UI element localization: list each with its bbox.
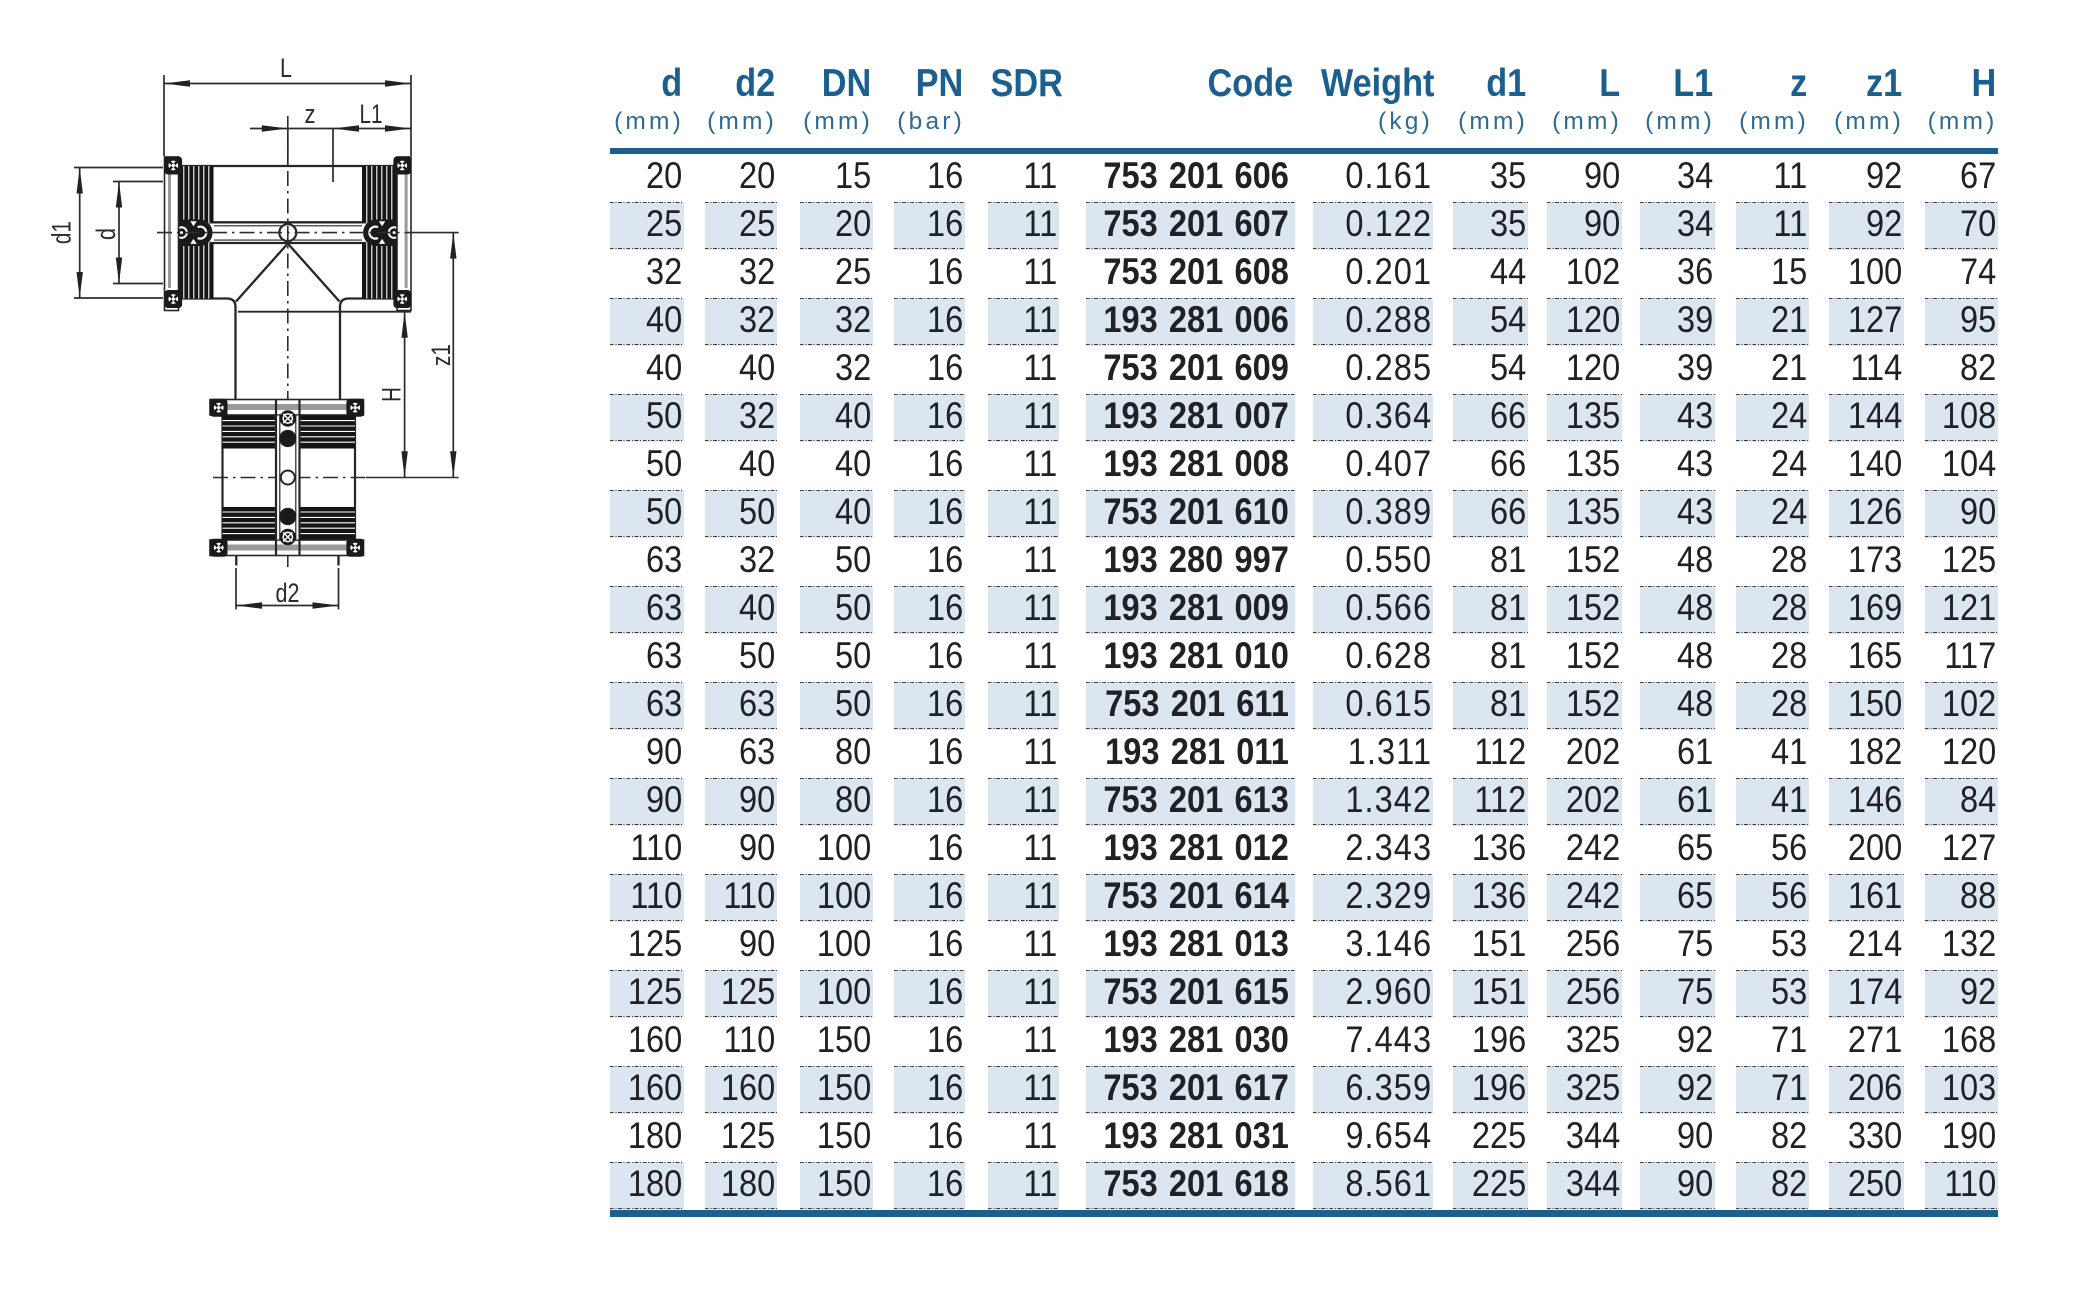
svg-text:z: z — [305, 99, 316, 129]
svg-text:H: H — [377, 387, 407, 402]
svg-text:L: L — [280, 53, 292, 83]
svg-text:d: d — [91, 228, 121, 240]
svg-text:d2: d2 — [276, 578, 300, 608]
svg-text:z1: z1 — [426, 344, 456, 366]
svg-text:d1: d1 — [47, 221, 77, 244]
svg-text:L1: L1 — [360, 99, 383, 129]
